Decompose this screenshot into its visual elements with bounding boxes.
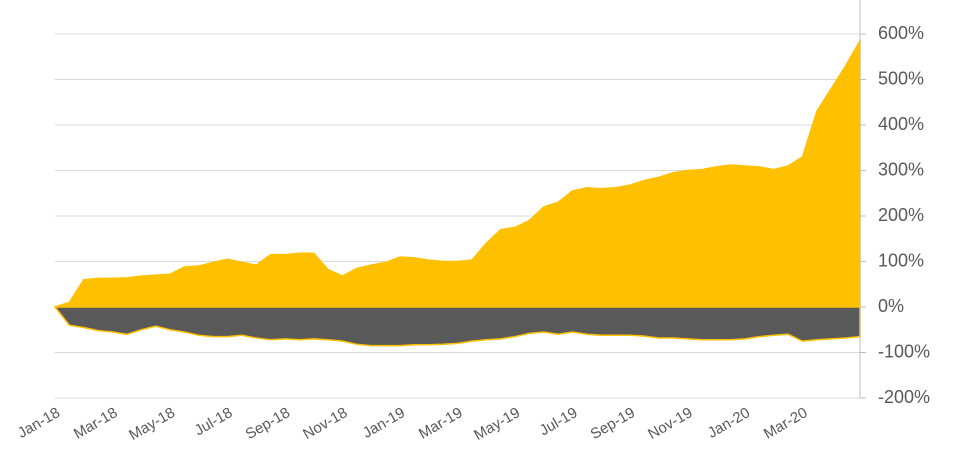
x-tick-label: Jul-19 [537, 404, 581, 439]
x-tick-label: Mar-19 [416, 404, 466, 442]
y-tick-label: 400% [878, 114, 924, 134]
area [53, 306, 861, 347]
x-tick-label: Sep-19 [588, 404, 638, 443]
x-tick-label: Jan-18 [15, 404, 63, 442]
x-tick-label: May-19 [471, 404, 523, 444]
x-tick-label: Jan-19 [360, 404, 408, 442]
x-tick-label: May-18 [126, 404, 178, 444]
y-tick-label: 500% [878, 68, 924, 88]
area [54, 38, 861, 308]
y-tick-label: 600% [878, 23, 924, 43]
x-tick-label: Nov-19 [645, 404, 695, 443]
y-tick-label: 0% [878, 296, 904, 316]
x-tick-label: Mar-18 [71, 404, 121, 442]
x-tick-label: Nov-18 [300, 404, 350, 443]
x-tick-label: Mar-20 [761, 404, 811, 442]
y-tick-label: -100% [878, 341, 930, 361]
x-tick-label: Jul-18 [192, 404, 236, 439]
x-tick-label: Jan-20 [705, 404, 753, 442]
x-tick-label: Sep-18 [243, 404, 293, 443]
y-tick-label: 100% [878, 250, 924, 270]
y-tick-label: 300% [878, 159, 924, 179]
y-tick-label: 200% [878, 205, 924, 225]
y-tick-label: -200% [878, 387, 930, 407]
